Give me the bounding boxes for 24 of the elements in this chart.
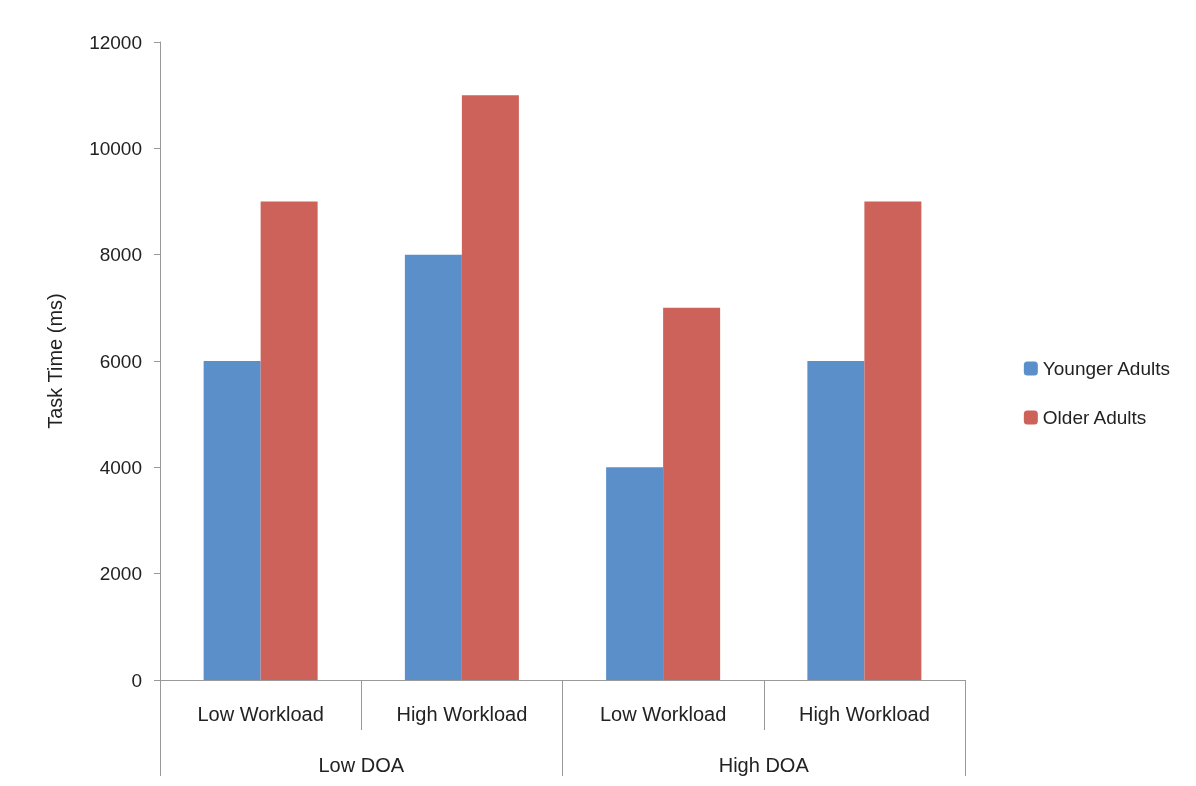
bar <box>260 201 318 680</box>
y-tick-label: 6000 <box>99 350 142 372</box>
bar <box>461 95 519 680</box>
y-tick-label: 12000 <box>89 31 142 53</box>
bar <box>864 201 922 680</box>
x-tick-label: High Workload <box>798 703 930 725</box>
bar <box>404 254 462 680</box>
y-tick-label: 8000 <box>99 244 142 266</box>
legend-label: Older Adults <box>1042 407 1147 428</box>
x-tick-label: Low Workload <box>197 703 324 725</box>
text: High DOA <box>718 754 810 776</box>
bar <box>606 467 664 680</box>
y-tick-label: 10000 <box>89 137 142 159</box>
bar <box>807 361 865 680</box>
y-tick-label: 4000 <box>99 456 142 478</box>
text: Low DOA <box>318 754 405 776</box>
y-tick-label: 2000 <box>99 563 142 585</box>
bar <box>663 307 721 680</box>
x-tick-label: Low Workload <box>599 703 727 725</box>
y-axis-title: Task Time (ms) <box>44 293 66 429</box>
x-tick-label: High Workload <box>396 703 528 725</box>
bar <box>203 361 261 680</box>
y-tick-label: 0 <box>131 669 142 691</box>
legend-label: Younger Adults <box>1042 358 1170 379</box>
